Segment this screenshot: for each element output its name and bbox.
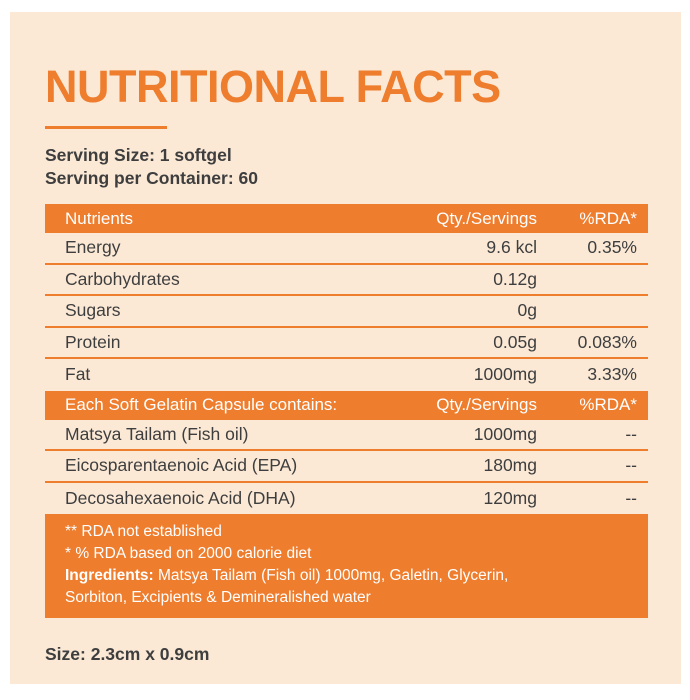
ingredients-text-1: Matsya Tailam (Fish oil) 1000mg, Galetin…: [153, 567, 509, 584]
table-row-fat: Fat 1000mg 3.33%: [45, 359, 648, 391]
header-col-qty: Qty./Servings: [436, 208, 537, 228]
serving-per-container-line: Serving per Container: 60: [45, 168, 258, 188]
ingredient-qty: 180mg: [483, 455, 537, 476]
ingredient-name: Eicosparentaenoic Acid (EPA): [65, 455, 298, 476]
ingredients-label: Ingredients:: [65, 567, 154, 584]
nutrient-qty: 9.6 kcl: [486, 237, 537, 258]
ingredient-name: Matsya Tailam (Fish oil): [65, 423, 249, 444]
nutrient-name: Sugars: [65, 300, 121, 321]
footnote-rda-basis: * % RDA based on 2000 calorie diet: [65, 545, 312, 562]
title-underline: [45, 126, 167, 129]
nutrient-rda: 0.35%: [587, 237, 637, 258]
nutrient-qty: 0g: [517, 300, 537, 321]
ingredients-line-1: Ingredients: Matsya Tailam (Fish oil) 10…: [65, 565, 628, 587]
nutrient-qty: 0.12g: [493, 268, 537, 289]
table-header-capsule-contains: Each Soft Gelatin Capsule contains: Qty.…: [45, 390, 648, 420]
nutrient-name: Protein: [65, 331, 121, 352]
nutrition-label-card: NUTRITIONAL FACTS Serving Size: 1 softge…: [10, 12, 681, 684]
header-col-qty: Qty./Servings: [436, 395, 537, 414]
nutrient-rda: 3.33%: [587, 364, 637, 385]
table-row-protein: Protein 0.05g 0.083%: [45, 328, 648, 359]
ingredient-qty: 120mg: [483, 487, 537, 508]
nutrient-qty: 0.05g: [493, 331, 537, 352]
table-row-sugars: Sugars 0g: [45, 296, 648, 328]
label-content: NUTRITIONAL FACTS Serving Size: 1 softge…: [45, 12, 648, 665]
header-col-capsule: Each Soft Gelatin Capsule contains:: [65, 395, 338, 414]
table-row-dha: Decosahexaenoic Acid (DHA) 120mg --: [45, 483, 648, 515]
ingredient-rda: --: [625, 487, 637, 508]
table-header-nutrients: Nutrients Qty./Servings %RDA*: [45, 204, 648, 233]
capsule-size-note: Size: 2.3cm x 0.9cm: [45, 644, 210, 664]
nutrient-name: Fat: [65, 364, 91, 385]
nutrient-name: Energy: [65, 237, 121, 258]
ingredient-rda: --: [625, 423, 637, 444]
nutrition-table: Nutrients Qty./Servings %RDA* Energy 9.6…: [45, 204, 648, 618]
nutrient-name: Carbohydrates: [65, 268, 180, 289]
ingredients-line-2: Sorbiton, Excipients & Demineralished wa…: [65, 589, 371, 606]
header-col-rda: %RDA*: [579, 395, 637, 414]
page-title: NUTRITIONAL FACTS: [45, 61, 501, 112]
table-row-matsya-tailam: Matsya Tailam (Fish oil) 1000mg --: [45, 420, 648, 451]
serving-info: Serving Size: 1 softgel Serving per Cont…: [45, 144, 648, 190]
footnotes-box: ** RDA not established * % RDA based on …: [45, 514, 648, 618]
ingredient-qty: 1000mg: [473, 423, 537, 444]
serving-size-line: Serving Size: 1 softgel: [45, 145, 232, 165]
table-row-epa: Eicosparentaenoic Acid (EPA) 180mg --: [45, 451, 648, 483]
footnote-rda-not-established: ** RDA not established: [65, 523, 222, 540]
nutrient-qty: 1000mg: [473, 364, 537, 385]
table-row-carbohydrates: Carbohydrates 0.12g: [45, 265, 648, 296]
ingredient-rda: --: [625, 455, 637, 476]
nutrient-rda: 0.083%: [577, 331, 637, 352]
ingredient-name: Decosahexaenoic Acid (DHA): [65, 487, 296, 508]
table-row-energy: Energy 9.6 kcl 0.35%: [45, 233, 648, 265]
header-col-rda: %RDA*: [579, 208, 637, 228]
header-col-nutrients: Nutrients: [65, 208, 134, 228]
